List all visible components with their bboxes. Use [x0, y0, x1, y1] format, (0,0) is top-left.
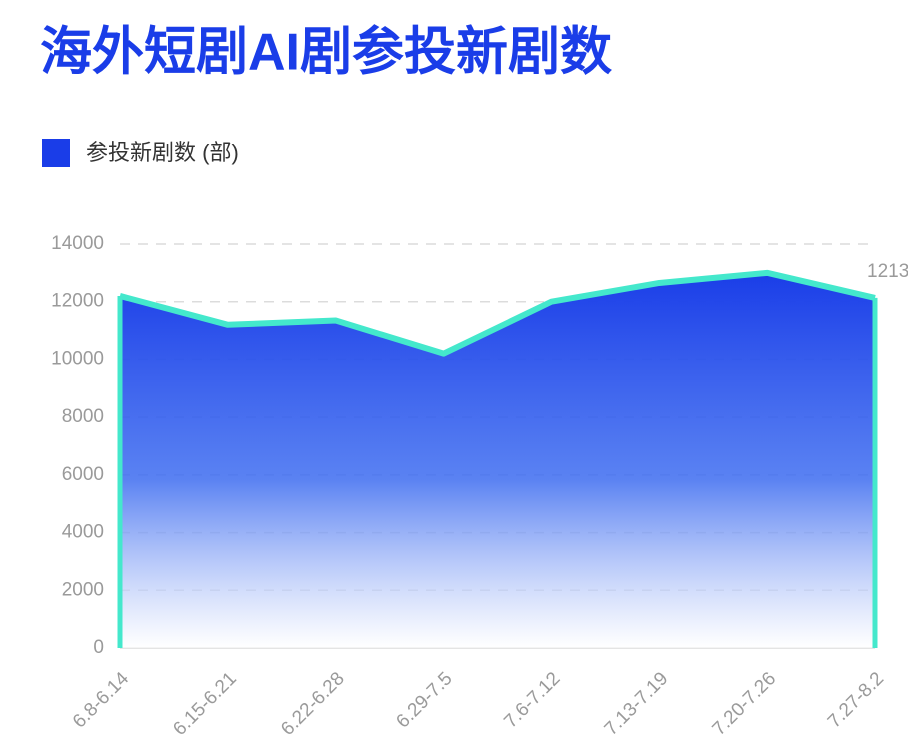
chart-title: 海外短剧AI剧参投新剧数 — [40, 24, 612, 82]
y-tick-label: 0 — [93, 637, 104, 658]
x-tick-label: 7.13-7.19 — [601, 668, 673, 740]
y-tick-label: 4000 — [62, 522, 104, 543]
data-label: 12132 — [867, 261, 908, 282]
x-tick-label: 6.22-6.28 — [277, 668, 349, 740]
y-tick-label: 6000 — [62, 464, 104, 485]
legend-swatch — [42, 139, 70, 167]
y-tick-label: 12000 — [51, 291, 104, 312]
y-tick-label: 2000 — [62, 579, 104, 600]
y-tick-label: 10000 — [51, 348, 104, 369]
x-tick-label: 6.8-6.14 — [69, 668, 133, 732]
x-tick-label: 6.29-7.5 — [392, 668, 456, 732]
y-tick-label: 14000 — [51, 233, 104, 254]
x-tick-label: 7.27-8.2 — [824, 668, 888, 732]
x-tick-label: 7.20-7.26 — [709, 668, 781, 740]
line — [119, 269, 876, 357]
y-tick-label: 8000 — [62, 406, 104, 427]
x-tick-label: 7.6-7.12 — [500, 668, 564, 732]
legend-label: 参投新剧数 (部) — [86, 140, 239, 165]
area — [120, 272, 875, 648]
x-tick-label: 6.15-6.21 — [169, 668, 241, 740]
